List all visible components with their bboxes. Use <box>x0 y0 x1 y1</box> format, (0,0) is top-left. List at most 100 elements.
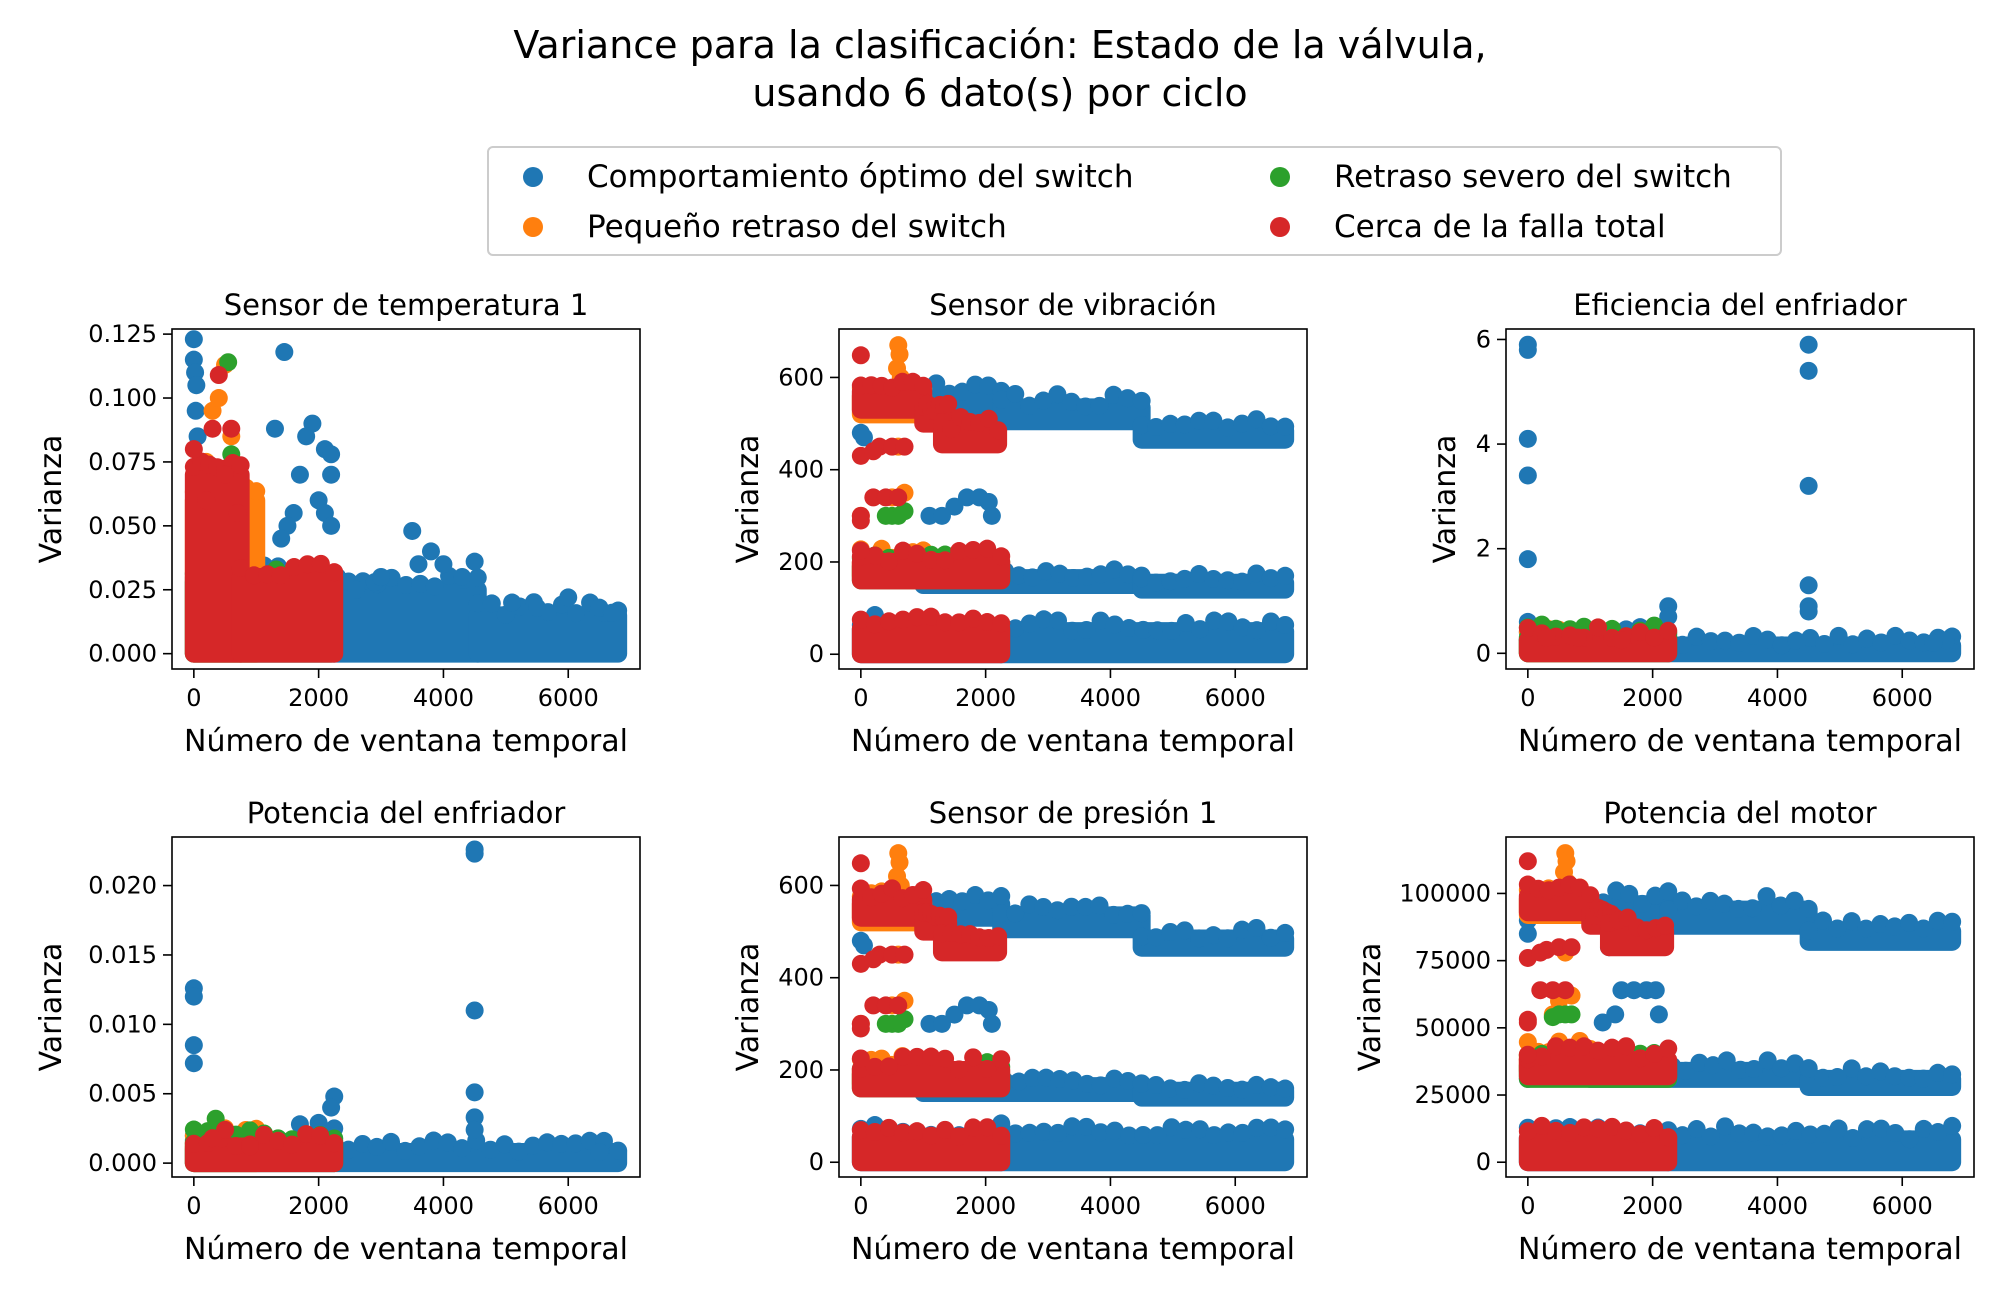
data-point <box>1772 1059 1791 1078</box>
data-point <box>1900 1130 1919 1149</box>
data-point <box>1532 1116 1551 1135</box>
data-point <box>209 366 228 385</box>
data-point <box>1190 929 1209 948</box>
x-tick-label: 6000 <box>1872 684 1933 712</box>
data-point <box>1704 1056 1723 1075</box>
data-point <box>1261 569 1280 588</box>
data-point <box>1218 929 1237 948</box>
data-point <box>1799 1059 1818 1078</box>
data-point <box>1871 1062 1890 1081</box>
data-point <box>914 376 933 395</box>
data-point <box>893 541 912 560</box>
x-tick-label: 6000 <box>1205 684 1266 712</box>
data-point <box>893 1047 912 1066</box>
y-tick-label: 0.025 <box>88 576 157 604</box>
subplot-4: Potencia del enfriador 0 2000 4000 6000 0.000… <box>34 796 641 1267</box>
data-point <box>1219 612 1238 631</box>
data-point <box>1924 633 1943 652</box>
data-point <box>1589 1119 1608 1138</box>
data-point <box>1034 610 1053 629</box>
data-point <box>495 1135 514 1154</box>
data-point <box>297 1125 316 1144</box>
y-tick-label: 200 <box>778 1056 824 1084</box>
data-point <box>932 1014 951 1033</box>
data-point <box>1857 919 1876 938</box>
data-point <box>922 1047 941 1066</box>
data-point <box>1659 621 1678 640</box>
data-point <box>992 614 1011 633</box>
data-point <box>1077 620 1096 639</box>
y-axis-label: Varianza <box>1353 943 1388 1072</box>
x-tick-label: 6000 <box>1205 1192 1266 1220</box>
data-point <box>468 568 487 587</box>
y-tick-label: 50000 <box>1415 1014 1491 1042</box>
data-point <box>1134 620 1153 639</box>
data-point <box>854 936 873 955</box>
data-point <box>1701 632 1720 651</box>
data-point <box>964 1118 983 1137</box>
data-point <box>1077 1117 1096 1136</box>
data-point <box>453 567 472 586</box>
data-point <box>265 419 284 438</box>
x-axis-label: Número de ventana temporal <box>184 724 628 759</box>
data-point <box>1871 915 1890 934</box>
legend-item-severe-delay: Retraso severo del switch <box>1236 152 1732 202</box>
data-point <box>1900 631 1919 650</box>
data-point <box>854 428 873 447</box>
data-point <box>1009 566 1028 585</box>
series-4 <box>184 1120 344 1173</box>
data-point <box>1078 567 1097 586</box>
data-point <box>950 613 969 632</box>
data-point <box>1546 1121 1565 1140</box>
data-point <box>552 1134 571 1153</box>
data-point <box>1161 414 1180 433</box>
data-point <box>1205 611 1224 630</box>
legend-label-small-delay: Pequeño retraso del switch <box>587 209 1007 245</box>
data-point <box>184 1054 203 1073</box>
data-point <box>1673 635 1692 654</box>
data-point <box>1659 607 1678 626</box>
data-point <box>1943 1065 1962 1084</box>
data-point <box>1518 1045 1537 1064</box>
data-point <box>864 996 883 1015</box>
data-point <box>1799 602 1818 621</box>
data-point <box>1048 901 1067 920</box>
series-4 <box>1518 618 1678 663</box>
data-point <box>1518 429 1537 448</box>
data-point <box>864 442 883 461</box>
data-point <box>992 1050 1011 1069</box>
data-point <box>979 492 998 511</box>
data-point <box>255 1125 274 1144</box>
data-point <box>1581 886 1600 905</box>
x-tick-label: 4000 <box>1080 1192 1141 1220</box>
data-point <box>1575 1118 1593 1137</box>
data-point <box>311 1126 330 1145</box>
data-point <box>1885 917 1904 936</box>
data-point <box>1928 911 1947 930</box>
data-point <box>1801 1125 1820 1144</box>
data-point <box>1631 1124 1650 1143</box>
data-point <box>964 1048 983 1067</box>
data-point <box>275 343 294 362</box>
data-point <box>932 506 951 525</box>
data-point <box>523 1136 542 1155</box>
data-point <box>865 1122 884 1141</box>
data-point <box>908 608 926 627</box>
subplot-title: Eficiencia del enfriador <box>1573 288 1907 322</box>
data-point <box>509 1142 528 1161</box>
y-tick-label: 0.075 <box>88 448 157 476</box>
x-tick-label: 6000 <box>538 684 599 712</box>
data-point <box>1872 633 1891 652</box>
data-point <box>1612 981 1631 1000</box>
data-point <box>438 1133 457 1152</box>
axes-frame <box>171 328 641 670</box>
data-point <box>1037 1068 1056 1087</box>
data-point <box>865 615 884 634</box>
data-area <box>851 844 1295 1172</box>
data-point <box>1843 1129 1862 1148</box>
x-tick-label: 0 <box>853 684 868 712</box>
data-point <box>883 945 902 964</box>
data-point <box>322 465 341 484</box>
data-point <box>1175 415 1194 434</box>
data-point <box>982 506 1001 525</box>
